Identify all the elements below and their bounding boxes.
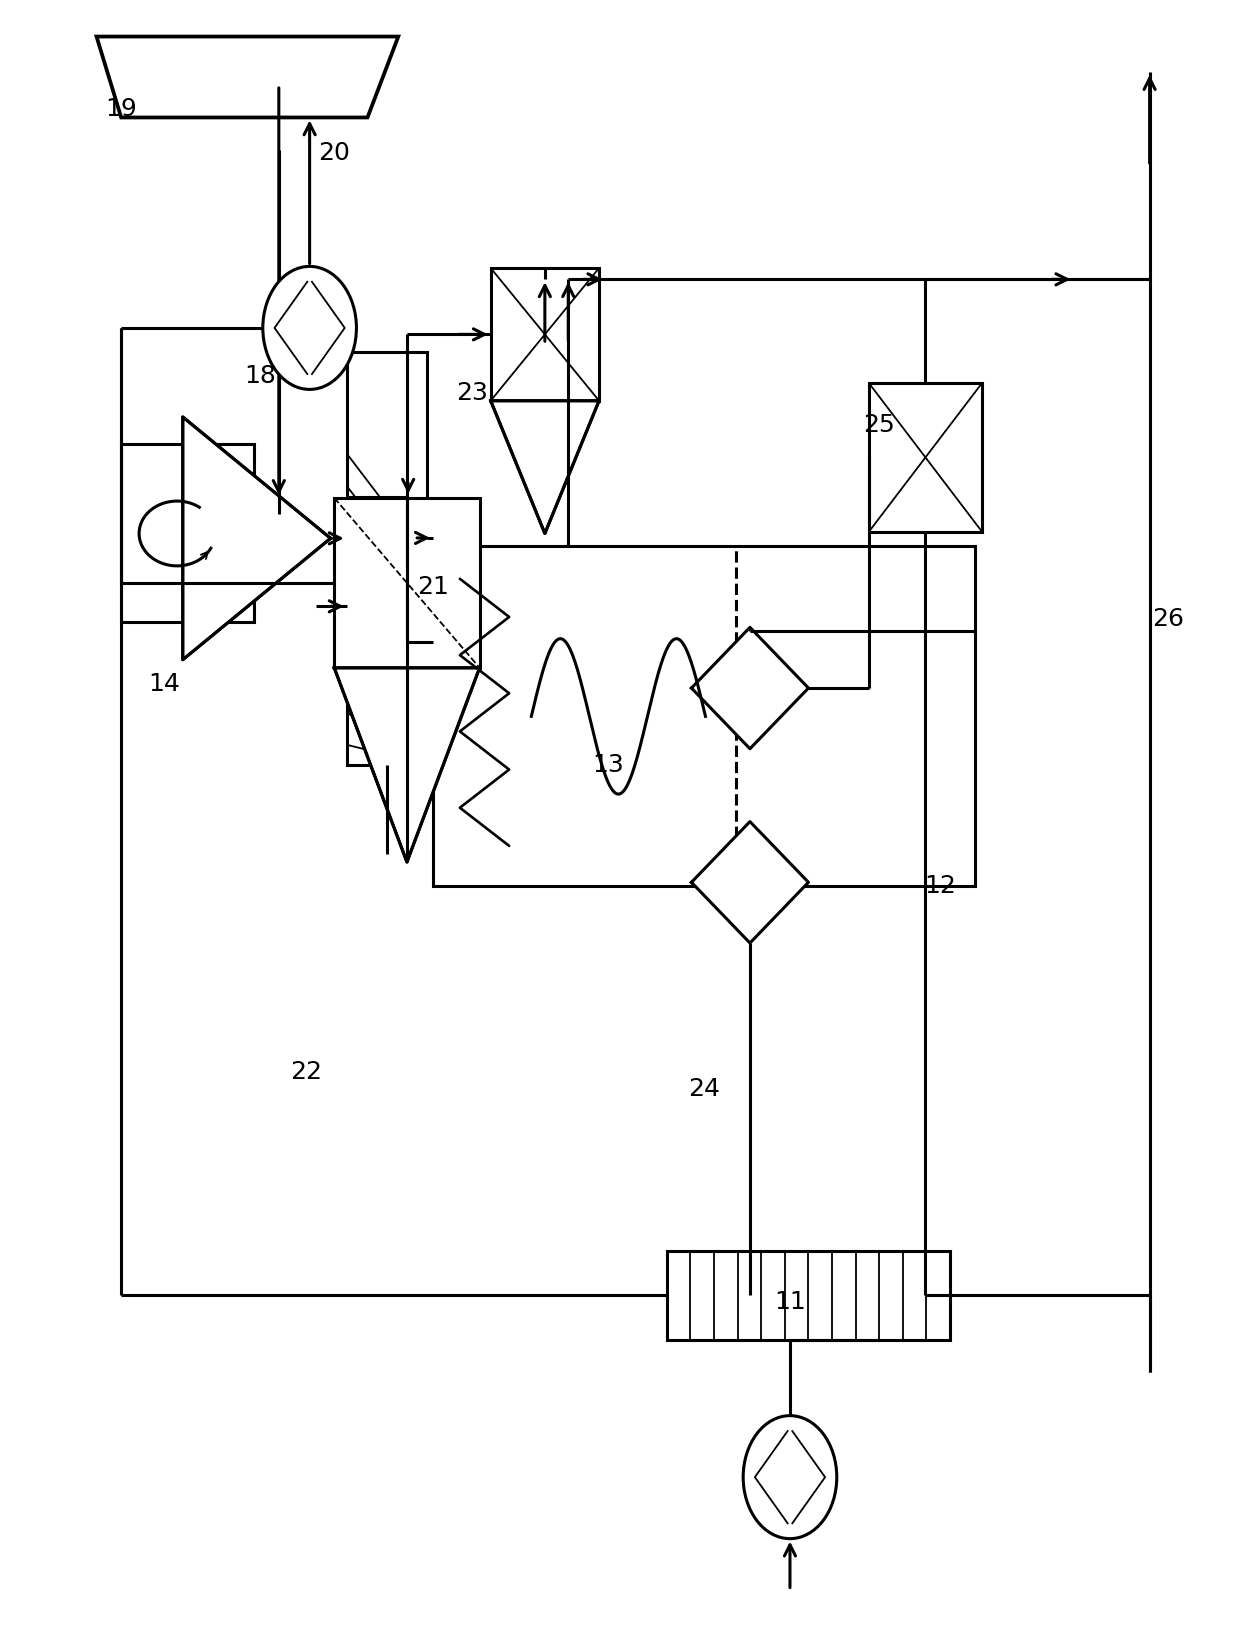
- Bar: [869, 382, 982, 532]
- Bar: [667, 1251, 950, 1339]
- Polygon shape: [182, 417, 331, 659]
- Text: 25: 25: [863, 413, 894, 438]
- Text: 13: 13: [591, 753, 624, 778]
- Polygon shape: [692, 822, 808, 944]
- Polygon shape: [692, 628, 808, 748]
- Polygon shape: [97, 36, 398, 117]
- Bar: [346, 351, 427, 765]
- Text: 14: 14: [149, 672, 180, 696]
- Circle shape: [743, 1415, 837, 1539]
- Polygon shape: [335, 667, 480, 862]
- Text: 10: 10: [774, 1510, 806, 1534]
- Text: 21: 21: [417, 574, 449, 599]
- Polygon shape: [491, 400, 599, 534]
- Text: 11: 11: [774, 1290, 806, 1315]
- Text: 26: 26: [1152, 607, 1184, 631]
- Text: 20: 20: [319, 142, 350, 164]
- Bar: [335, 498, 480, 667]
- Text: 22: 22: [290, 1061, 322, 1085]
- Text: 18: 18: [244, 364, 277, 389]
- Text: 24: 24: [688, 1077, 719, 1101]
- Text: 19: 19: [105, 98, 138, 122]
- Bar: [491, 268, 599, 400]
- Bar: [433, 547, 975, 887]
- Text: 23: 23: [456, 381, 489, 405]
- Text: 12: 12: [924, 874, 956, 898]
- Circle shape: [263, 267, 356, 389]
- Bar: [122, 444, 254, 623]
